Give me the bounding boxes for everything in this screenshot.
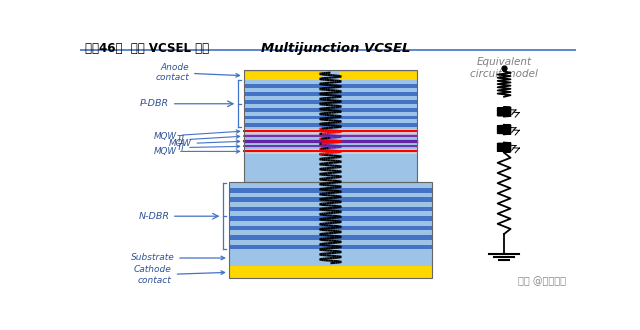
Text: Cathode
contact: Cathode contact bbox=[134, 265, 225, 284]
Bar bbox=[229, 212, 432, 216]
Bar bbox=[244, 72, 322, 80]
Text: Equivalent
circuit model: Equivalent circuit model bbox=[470, 57, 538, 79]
Bar bbox=[244, 70, 417, 72]
Bar bbox=[339, 72, 417, 80]
Bar bbox=[244, 129, 417, 134]
Bar bbox=[229, 240, 432, 245]
Text: MQW: MQW bbox=[154, 147, 239, 156]
Text: TJ: TJ bbox=[176, 143, 239, 152]
Bar bbox=[229, 193, 432, 197]
Text: N-DBR: N-DBR bbox=[138, 212, 169, 221]
Bar bbox=[229, 226, 432, 230]
Bar bbox=[229, 197, 432, 202]
Bar bbox=[229, 245, 432, 249]
Bar bbox=[244, 123, 417, 127]
Bar bbox=[244, 80, 417, 84]
Bar bbox=[229, 221, 432, 226]
Bar bbox=[229, 182, 432, 279]
Bar bbox=[229, 182, 432, 279]
Bar bbox=[229, 202, 432, 207]
Bar bbox=[244, 70, 417, 182]
Bar bbox=[244, 139, 417, 144]
Text: 头条 @未来智库: 头条 @未来智库 bbox=[518, 276, 566, 286]
Bar bbox=[244, 145, 417, 148]
Bar bbox=[244, 108, 417, 112]
Text: 图表46：  多结 VCSEL 结构: 图表46： 多结 VCSEL 结构 bbox=[85, 42, 209, 55]
Bar bbox=[229, 266, 432, 279]
Bar bbox=[244, 88, 417, 92]
Text: Multijunction VCSEL: Multijunction VCSEL bbox=[260, 42, 410, 55]
Bar bbox=[244, 149, 417, 154]
Bar bbox=[244, 92, 417, 96]
Bar bbox=[244, 100, 417, 104]
Polygon shape bbox=[499, 145, 509, 150]
Text: Anode
contact: Anode contact bbox=[156, 63, 239, 82]
Bar bbox=[244, 104, 417, 108]
Bar bbox=[229, 250, 432, 266]
Text: TJ: TJ bbox=[176, 135, 239, 145]
Bar bbox=[229, 188, 432, 193]
Bar bbox=[229, 235, 432, 240]
Polygon shape bbox=[499, 110, 509, 114]
Text: MQW: MQW bbox=[154, 130, 239, 141]
Bar bbox=[244, 96, 417, 100]
Bar bbox=[244, 115, 417, 119]
Bar bbox=[244, 84, 417, 88]
Bar bbox=[229, 183, 432, 188]
Bar bbox=[244, 112, 417, 115]
Text: P-DBR: P-DBR bbox=[140, 99, 169, 108]
Text: Substrate: Substrate bbox=[131, 253, 225, 262]
Bar bbox=[244, 70, 417, 182]
Bar bbox=[229, 207, 432, 212]
Bar bbox=[244, 119, 417, 123]
Bar bbox=[229, 216, 432, 221]
Text: MQW: MQW bbox=[168, 139, 239, 148]
Bar bbox=[244, 134, 417, 138]
Bar bbox=[229, 230, 432, 235]
Bar bbox=[322, 72, 339, 80]
Polygon shape bbox=[499, 127, 509, 132]
